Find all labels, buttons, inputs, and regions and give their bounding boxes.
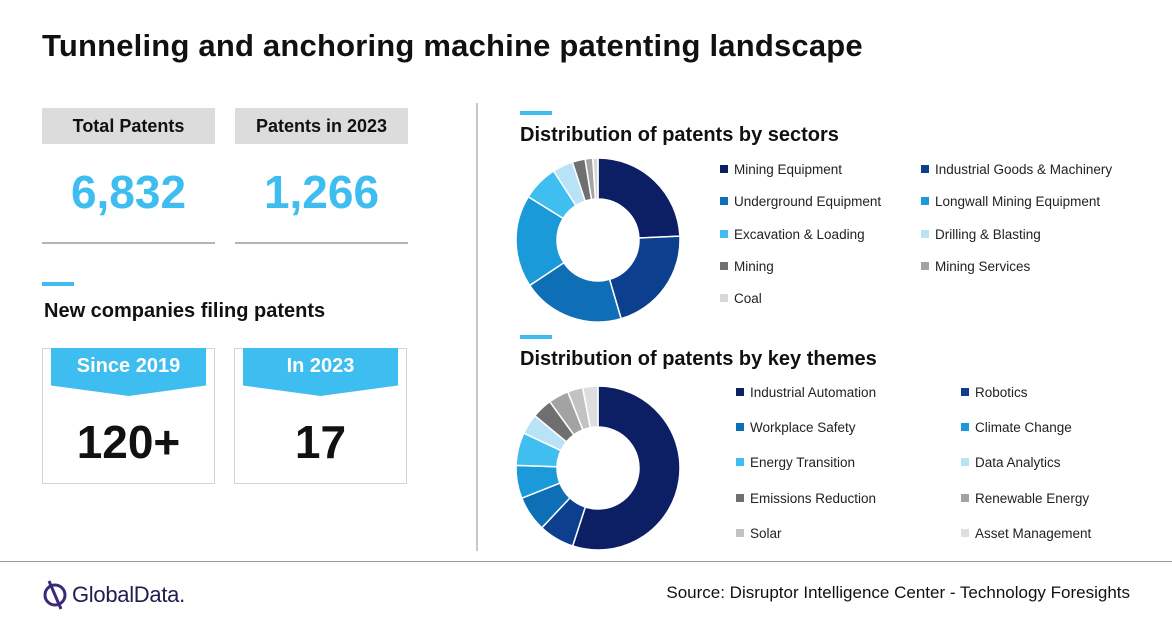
source-note: Source: Disruptor Intelligence Center - … <box>666 583 1130 602</box>
vertical-divider <box>476 103 478 551</box>
donut-slice-industrial-automation <box>571 385 681 551</box>
patents-2023-value: 1,266 <box>263 166 380 218</box>
legend-item: Energy Transition <box>736 455 855 470</box>
sectors-chart-title: Distribution of patents by sectors <box>520 124 839 146</box>
legend-swatch <box>921 197 929 206</box>
legend-swatch <box>736 493 744 502</box>
since-2019-ribbon: Since 2019 <box>51 348 206 396</box>
legend-swatch <box>736 423 744 432</box>
legend-swatch <box>961 388 969 396</box>
legend-label: Renewable Energy <box>975 490 1090 506</box>
legend-swatch <box>921 261 929 270</box>
since-2019-value: 120+ <box>76 416 181 468</box>
legend-label: Mining Services <box>935 258 1031 274</box>
page-title: Tunneling and anchoring machine patentin… <box>42 28 863 63</box>
accent-bar <box>520 335 552 339</box>
legend-swatch <box>921 165 929 173</box>
legend-swatch <box>961 528 969 537</box>
patents-2023-card: Patents in 2023 1,266 <box>235 108 408 248</box>
legend-swatch <box>720 229 728 238</box>
legend-item: Mining Equipment <box>720 162 842 177</box>
themes-chart-title: Distribution of patents by key themes <box>520 348 877 370</box>
in-2023-ribbon: In 2023 <box>243 348 398 396</box>
legend-label: Robotics <box>975 385 1028 400</box>
legend-swatch <box>961 458 969 467</box>
sectors-donut-chart <box>515 157 681 323</box>
donut-slice-industrial-goods-machinery <box>608 235 681 320</box>
themes-donut-chart <box>515 385 681 551</box>
legend-item: Industrial Automation <box>736 385 876 400</box>
accent-bar <box>520 111 552 115</box>
legend-item: Data Analytics <box>961 455 1061 470</box>
legend-label: Mining Equipment <box>734 162 843 177</box>
accent-bar <box>42 282 74 286</box>
legend-item: Mining <box>720 259 774 274</box>
sectors-legend: Mining Equipment Industrial Goods & Machi… <box>720 162 1150 312</box>
donut-slice-mining-equipment <box>597 157 681 239</box>
legend-swatch <box>961 493 969 502</box>
legend-swatch <box>736 528 744 537</box>
themes-legend: Industrial Automation Robotics Workplace S… <box>736 385 1156 550</box>
donut-slice-asset-management <box>581 385 599 429</box>
legend-item: Emissions Reduction <box>736 491 876 506</box>
divider-line <box>235 242 408 244</box>
divider-line <box>42 242 215 244</box>
donut-slice-coal <box>592 157 599 200</box>
globaldata-logo-icon <box>43 580 67 610</box>
legend-item: Renewable Energy <box>961 491 1089 506</box>
legend-item: Drilling & Blasting <box>921 227 1041 242</box>
total-patents-value: 6,832 <box>70 166 187 218</box>
legend-label: Asset Management <box>975 525 1092 541</box>
legend-item: Longwall Mining Equipment <box>921 194 1100 209</box>
legend-label: Energy Transition <box>750 455 856 471</box>
patents-2023-label: Patents in 2023 <box>235 108 408 144</box>
legend-label: Mining <box>734 258 774 274</box>
legend-label: Longwall Mining Equipment <box>935 194 1101 210</box>
legend-swatch <box>720 197 728 206</box>
logo-text: GlobalData. <box>72 582 185 607</box>
legend-label: Workplace Safety <box>750 420 856 436</box>
legend-item: Underground Equipment <box>720 194 881 209</box>
legend-label: Industrial Automation <box>750 385 877 400</box>
legend-swatch <box>720 261 728 270</box>
legend-label: Underground Equipment <box>734 194 882 210</box>
legend-item: Industrial Goods & Machinery <box>921 162 1112 177</box>
legend-swatch <box>720 294 728 303</box>
since-2019-card: Since 2019 120+ <box>42 348 215 484</box>
legend-item: Climate Change <box>961 420 1072 435</box>
legend-item: Robotics <box>961 385 1028 400</box>
legend-item: Excavation & Loading <box>720 227 865 242</box>
legend-label: Climate Change <box>975 420 1072 436</box>
legend-item: Solar <box>736 526 782 541</box>
new-companies-heading: New companies filing patents <box>44 300 326 322</box>
legend-label: Excavation & Loading <box>734 226 865 242</box>
total-patents-card: Total Patents 6,832 <box>42 108 215 248</box>
total-patents-label: Total Patents <box>42 108 215 144</box>
legend-label: Data Analytics <box>975 455 1061 471</box>
legend-label: Coal <box>734 291 762 307</box>
legend-swatch <box>961 423 969 432</box>
legend-item: Mining Services <box>921 259 1030 274</box>
legend-swatch <box>736 458 744 467</box>
legend-swatch <box>921 229 929 238</box>
legend-label: Solar <box>750 525 782 541</box>
legend-swatch <box>720 165 728 173</box>
footer-divider <box>0 561 1172 562</box>
legend-item: Coal <box>720 291 762 306</box>
legend-label: Emissions Reduction <box>750 490 877 506</box>
in-2023-value: 17 <box>294 416 347 468</box>
legend-label: Industrial Goods & Machinery <box>935 162 1113 177</box>
in-2023-card: In 2023 17 <box>234 348 407 484</box>
legend-swatch <box>736 388 744 396</box>
legend-label: Drilling & Blasting <box>935 226 1041 242</box>
legend-item: Workplace Safety <box>736 420 856 435</box>
legend-item: Asset Management <box>961 526 1091 541</box>
